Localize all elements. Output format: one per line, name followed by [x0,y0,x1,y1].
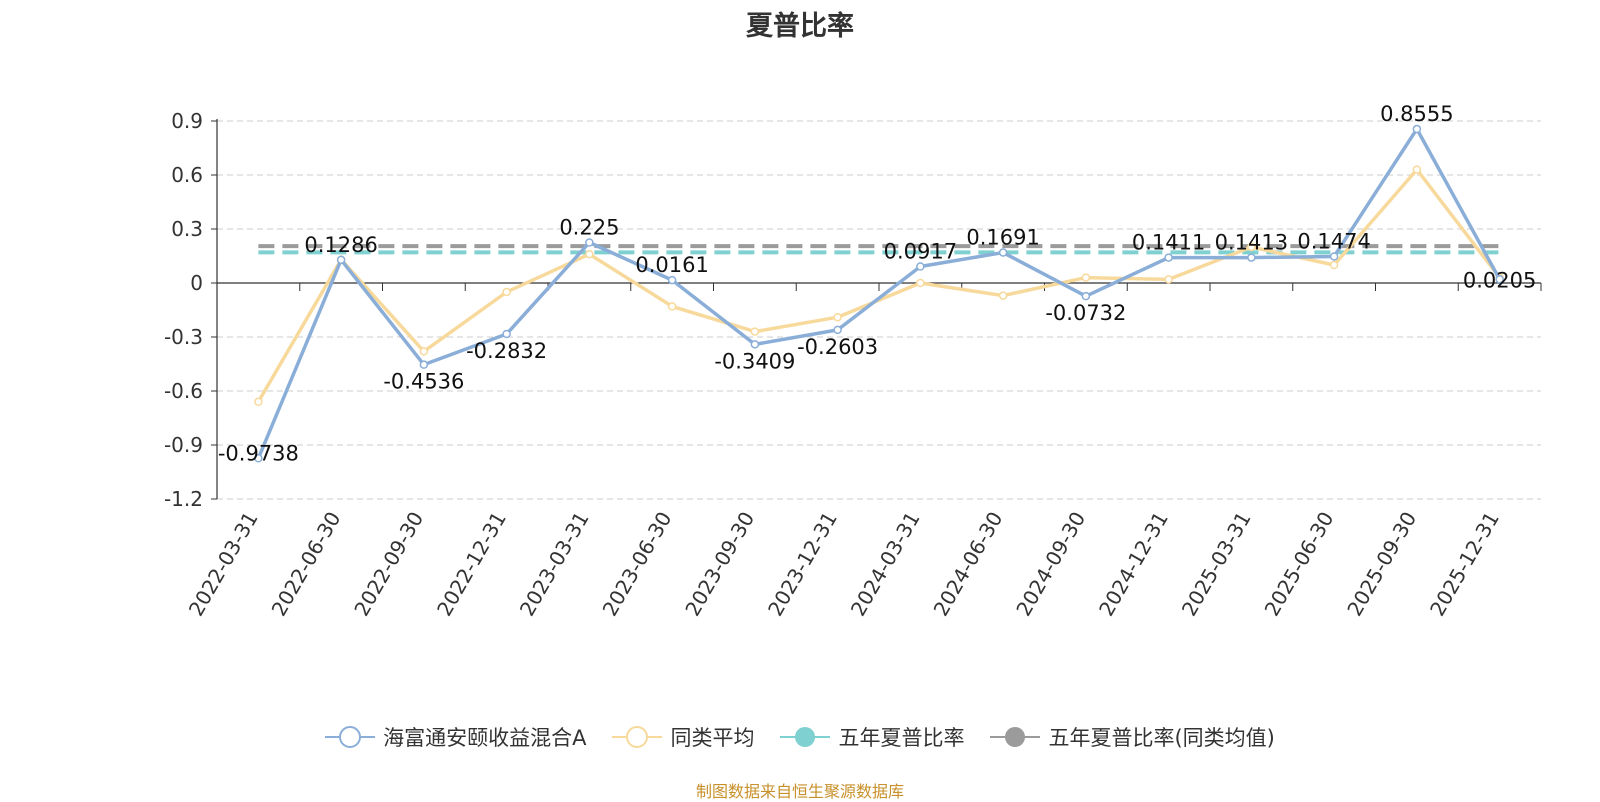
legend-five-year-peer-icon [990,727,1041,747]
data-point [585,238,594,247]
data-label: 0.1474 [1297,229,1370,253]
y-tick-label: 0.3 [171,217,203,241]
data-label: 0.0917 [884,239,957,263]
data-point [1329,260,1339,270]
legend-label-five-year: 五年夏普比率 [838,726,965,750]
data-point [1081,273,1091,282]
data-point [916,262,925,271]
y-tick-label: -1.2 [164,487,203,511]
legend-item-five-year-peer[interactable]: 五年夏普比率(同类均值) [990,722,1275,752]
data-point [833,312,842,322]
x-tick-label: 2023-09-30 [680,508,759,621]
data-point [502,329,511,339]
data-label: -0.2603 [797,335,878,359]
y-tick-label: -0.3 [164,325,203,349]
legend-peer-average-icon [612,726,663,748]
data-point [750,327,760,336]
data-point [998,291,1008,300]
data-point [254,397,263,407]
source-footer: 制图数据来自恒生聚源数据库 [695,782,904,801]
x-tick-label: 2023-12-31 [763,508,842,621]
x-tick-label: 2023-03-31 [515,508,594,621]
data-label: 0.1286 [304,233,377,257]
x-tick-label: 2024-06-30 [929,508,1008,621]
x-tick-label: 2025-06-30 [1260,508,1339,621]
data-point [1412,165,1422,174]
data-point [833,325,842,335]
x-tick-label: 2023-06-30 [598,508,677,621]
data-point [1495,275,1504,284]
legend-fund-icon [325,726,376,748]
x-tick-label: 2022-06-30 [267,508,346,621]
data-point [419,347,429,356]
data-point [1247,242,1256,252]
data-point [1081,291,1091,301]
data-label: 0.8555 [1380,102,1453,126]
data-point [667,302,677,311]
data-label: 0.225 [559,216,619,240]
data-point [998,248,1008,257]
data-label: 0.1411 [1132,231,1205,255]
x-tick-label: 2022-12-31 [432,508,511,621]
data-label: -0.0732 [1045,301,1126,325]
data-point [1164,253,1173,262]
data-point [585,249,594,259]
data-label: 0.1691 [966,226,1039,250]
data-label: -0.4536 [383,370,464,394]
data-label: 0.1413 [1215,231,1288,255]
legend-item-peer-average[interactable]: 同类平均 [612,722,754,752]
data-label: 0.0205 [1463,268,1536,292]
legend-item-five-year[interactable]: 五年夏普比率 [780,722,964,752]
x-tick-label: 2025-12-31 [1425,508,1504,621]
y-tick-label: -0.6 [164,379,203,403]
legend: 海富通安颐收益混合A 同类平均 五年夏普比率 五年夏普比率(同类均值) [0,722,1600,752]
y-tick-label: -0.9 [164,433,203,457]
x-tick-label: 2024-12-31 [1094,508,1173,621]
data-point [254,454,263,463]
data-label: -0.3409 [714,349,795,373]
legend-label-five-year-peer: 五年夏普比率(同类均值) [1048,726,1275,750]
data-label: 0.0161 [635,253,708,277]
data-point [419,360,429,369]
data-label: -0.9738 [218,441,299,465]
data-label: -0.2832 [466,339,547,363]
y-tick-label: 0 [190,271,203,295]
x-tick-label: 2022-03-31 [184,508,263,621]
data-point [916,278,925,288]
legend-label-fund: 海富通安颐收益混合A [383,726,587,750]
x-tick-label: 2022-09-30 [349,508,428,621]
data-point [502,287,511,297]
data-point [1329,252,1339,261]
series-line [256,127,1502,459]
data-point [1247,253,1256,262]
x-tick-label: 2025-03-31 [1177,508,1256,621]
legend-label-peer-average: 同类平均 [670,726,755,750]
chart-title: 夏普比率 [746,11,854,42]
data-point [336,255,346,265]
x-tick-label: 2025-09-30 [1342,508,1421,621]
y-tick-label: 0.9 [171,109,203,133]
data-point [1164,275,1173,284]
x-tick-label: 2024-09-30 [1011,508,1090,621]
legend-item-fund[interactable]: 海富通安颐收益混合A [325,722,586,752]
legend-five-year-icon [780,727,831,747]
data-point [667,275,677,285]
data-point [750,340,760,349]
y-tick-label: 0.6 [171,163,203,187]
data-point [1412,124,1422,134]
x-tick-label: 2024-03-31 [846,508,925,621]
